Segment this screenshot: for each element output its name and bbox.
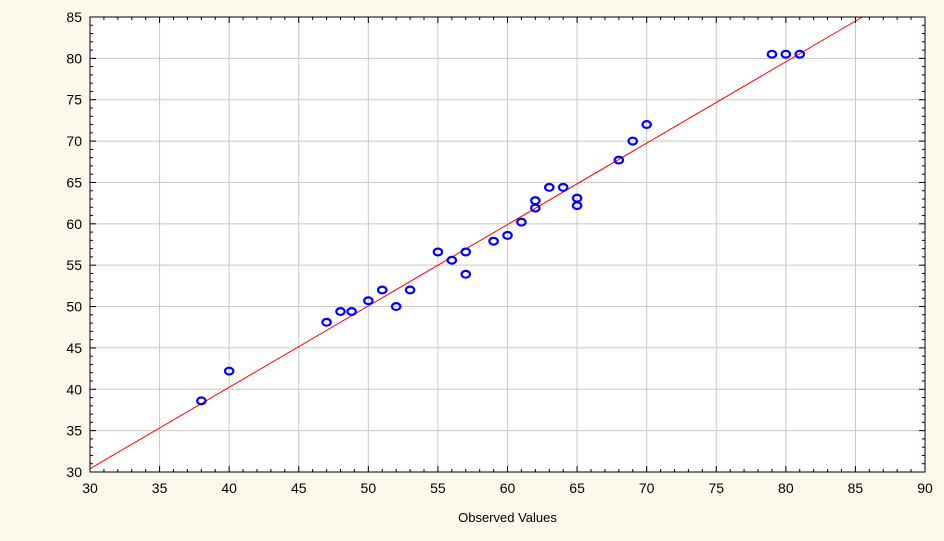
data-point [363,296,374,306]
data-point [780,49,792,59]
data-point [516,217,527,227]
grid-lines [90,17,925,472]
y-tick-label: 70 [66,133,82,149]
data-point [557,182,569,192]
data-point [766,49,778,59]
x-tick-label: 30 [82,480,98,496]
y-tick-label: 35 [66,423,82,439]
x-tick-label: 90 [917,480,933,496]
x-tick-label: 85 [848,480,864,496]
data-point [346,307,357,317]
data-point [502,230,513,240]
data-point [460,247,472,257]
data-point [321,317,332,327]
x-tick-label: 65 [569,480,585,496]
x-tick-label: 50 [361,480,377,496]
data-point [530,203,541,213]
x-tick-label: 55 [430,480,446,496]
data-point [376,285,388,295]
data-point [488,236,499,246]
y-tick-label: 75 [66,92,82,108]
y-tick-label: 50 [66,299,82,315]
data-point [390,302,402,312]
x-tick-label: 80 [778,480,794,496]
y-tick-label: 60 [66,216,82,232]
y-tick-label: 65 [66,174,82,190]
x-tick-label: 70 [639,480,655,496]
x-axis-title: Observed Values [458,510,557,525]
y-tick-label: 45 [66,340,82,356]
data-point [571,201,583,211]
y-tick-label: 40 [66,381,82,397]
data-point [543,182,555,192]
data-point [404,285,416,295]
data-points [196,49,806,406]
x-tick-label: 45 [291,480,307,496]
y-tick-labels: 30 35 40 45 50 55 60 65 70 75 80 85 [66,9,82,480]
data-point [196,396,207,406]
data-point [460,269,472,279]
data-point [335,307,346,317]
data-point [613,155,625,165]
plot-frame [89,16,926,473]
x-tick-label: 75 [708,480,724,496]
y-tick-label: 55 [66,257,82,273]
x-tick-labels: 30 35 40 45 50 55 60 65 70 75 80 85 90 [82,480,933,496]
x-tick-label: 35 [152,480,168,496]
x-tick-label: 60 [500,480,516,496]
data-point [446,255,458,265]
data-point [641,120,652,130]
data-point [794,49,806,59]
data-point [223,366,235,376]
x-tick-label: 40 [221,480,237,496]
fit-line [89,16,863,470]
y-tick-label: 85 [66,9,82,25]
data-point [432,247,444,257]
y-tick-label: 80 [66,50,82,66]
y-tick-label: 30 [66,464,82,480]
data-point [627,136,639,146]
